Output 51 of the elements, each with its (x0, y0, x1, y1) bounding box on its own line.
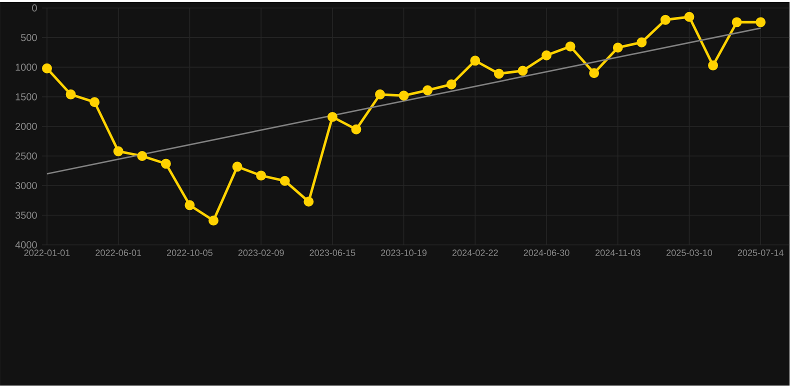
x-tick-label: 2023-02-09 (238, 250, 284, 256)
point (42, 63, 52, 74)
point (422, 85, 433, 96)
point (542, 50, 552, 60)
point (351, 124, 362, 134)
point (327, 112, 338, 122)
point (589, 68, 600, 78)
point (184, 200, 195, 210)
point (375, 90, 386, 100)
y-tick-label: 1000 (16, 64, 37, 71)
y-tick-label: 3000 (15, 182, 37, 190)
x-tick-label: 2022-06-01 (96, 250, 142, 256)
point (446, 79, 456, 90)
x-tick-label: 2024-06-30 (524, 250, 570, 256)
x-tick-label: 2024-11-03 (596, 250, 640, 256)
point (232, 162, 242, 172)
point (518, 66, 528, 76)
point (494, 68, 504, 79)
point (137, 151, 148, 162)
point (565, 42, 576, 52)
point (660, 14, 670, 25)
y-tick-label: 1500 (16, 93, 37, 100)
point (304, 196, 314, 207)
x-tick-label: 2023-06-15 (310, 250, 356, 256)
point (90, 97, 100, 108)
x-tick-label: 2024-02-22 (452, 250, 498, 256)
y-tick-label: 4000 (15, 241, 37, 248)
point (208, 216, 218, 226)
point (280, 176, 290, 186)
x-tick-label: 2022-01-01 (24, 250, 70, 256)
point (66, 90, 76, 100)
point (160, 158, 171, 169)
point (756, 17, 766, 28)
y-tick-label: 0 (32, 4, 37, 12)
x-tick-label: 2025-07-14 (738, 250, 784, 256)
x-tick-label: 2025-03-10 (666, 250, 712, 256)
point (612, 42, 623, 53)
point (708, 60, 718, 71)
point (256, 170, 266, 181)
point (732, 17, 742, 28)
y-tick-label: 2000 (16, 122, 37, 130)
point (684, 12, 694, 22)
point (636, 37, 647, 48)
x-tick-label: 2022-10-05 (166, 250, 212, 256)
point (113, 146, 124, 156)
point (470, 56, 480, 66)
y-tick-label: 3500 (15, 212, 37, 219)
point (398, 90, 409, 101)
y-tick-label: 500 (21, 34, 37, 42)
y-tick-label: 2500 (16, 152, 37, 160)
x-tick-label: 2023-10-19 (381, 250, 427, 256)
